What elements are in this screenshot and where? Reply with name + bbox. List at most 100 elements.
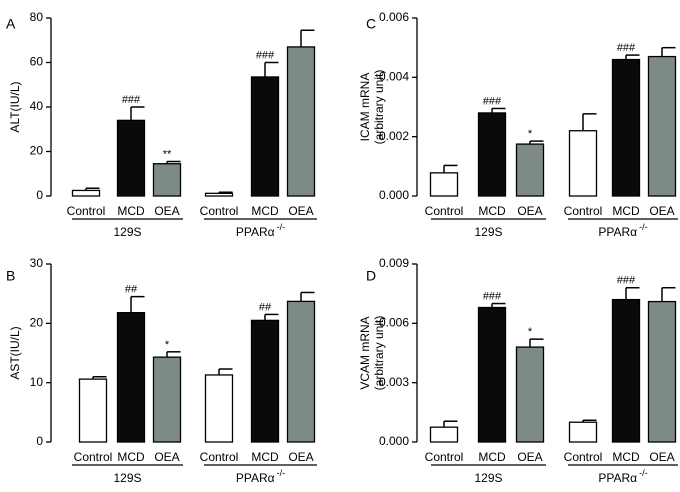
category-label: Control (200, 204, 239, 218)
group-name: 129S (474, 471, 502, 485)
y-tick-label: 0.009 (379, 256, 409, 270)
y-tick-label: 0.004 (379, 70, 409, 84)
group-label: 129S (113, 225, 141, 239)
significance-label: ## (125, 284, 138, 296)
group-superscript: -/- (639, 222, 648, 232)
bar-control (204, 192, 234, 197)
bar-mcd (477, 112, 507, 197)
bar-control (429, 172, 459, 197)
group-superscript: -/- (277, 468, 286, 478)
panel-letter: B (6, 267, 15, 283)
group-name: PPARα (598, 471, 637, 485)
category-label: OEA (154, 204, 179, 218)
panel-letter: C (366, 15, 376, 31)
bar-oea (286, 300, 316, 443)
y-tick-label: 0.006 (379, 316, 409, 330)
chart-panel-b: B0102030AST(IU/L)Control##MCD*OEA129SCon… (6, 256, 317, 485)
y-tick-label: 10 (30, 375, 44, 389)
significance-label: ### (483, 291, 502, 303)
group-label: PPARα -/- (598, 468, 647, 485)
group-label: PPARα -/- (598, 222, 647, 239)
group-label: 129S (474, 225, 502, 239)
group-name: 129S (474, 225, 502, 239)
bar-oea (152, 163, 182, 197)
panel-letter: A (6, 15, 16, 31)
category-label: MCD (251, 204, 279, 218)
bar-oea (515, 346, 545, 443)
bar-control (568, 130, 598, 197)
bar-oea (647, 300, 677, 443)
y-axis-title: VCAM mRNA (358, 316, 372, 389)
bar-control (429, 426, 459, 443)
category-label: Control (425, 450, 464, 464)
bar-mcd (611, 298, 641, 443)
y-axis-subtitle: (arbitrary unit) (372, 70, 386, 145)
bar-oea (515, 143, 545, 197)
group-name: 129S (113, 471, 141, 485)
y-axis-title: ALT(IU/L) (8, 81, 22, 132)
group-name: PPARα (236, 225, 275, 239)
category-label: MCD (117, 450, 145, 464)
significance-label: ### (256, 50, 275, 62)
category-label: MCD (251, 450, 279, 464)
group-label: 129S (474, 471, 502, 485)
category-label: OEA (154, 450, 179, 464)
y-tick-label: 0.000 (379, 188, 409, 202)
bar-mcd (116, 312, 146, 443)
significance-label: ### (122, 94, 141, 106)
significance-label: ** (163, 149, 172, 161)
y-tick-label: 0.006 (379, 10, 409, 24)
category-label: OEA (517, 204, 542, 218)
y-tick-label: 40 (30, 99, 44, 113)
y-tick-label: 0 (36, 188, 43, 202)
significance-label: ### (617, 275, 636, 287)
chart-panel-d: D 0.000 0.003 0.006 0.009 VCAM mRNA (arbitrary… (358, 256, 678, 485)
category-label: OEA (288, 450, 313, 464)
y-tick-label: 20 (30, 144, 44, 158)
category-label: Control (200, 450, 239, 464)
bar-oea (286, 46, 316, 197)
category-label: MCD (612, 204, 640, 218)
panel-letter: D (366, 267, 376, 283)
y-axis-subtitle: (arbitrary unit) (372, 316, 386, 391)
category-label: MCD (478, 450, 506, 464)
category-label: Control (564, 204, 603, 218)
y-tick-label: 60 (30, 55, 44, 69)
group-name: PPARα (236, 471, 275, 485)
significance-label: * (165, 339, 170, 351)
category-label: Control (67, 204, 106, 218)
bar-mcd (116, 119, 146, 197)
category-label: OEA (649, 204, 674, 218)
group-label: PPARα -/- (236, 468, 285, 485)
group-label: PPARα -/- (236, 222, 285, 239)
category-label: OEA (649, 450, 674, 464)
group-superscript: -/- (277, 222, 286, 232)
category-label: MCD (478, 204, 506, 218)
significance-label: * (528, 128, 533, 140)
y-tick-label: 0.003 (379, 375, 409, 389)
y-axis-title: AST(IU/L) (8, 326, 22, 379)
y-axis-title: ICAM mRNA (358, 73, 372, 142)
bar-control (568, 421, 598, 443)
bar-oea (647, 55, 677, 197)
category-label: Control (564, 450, 603, 464)
category-label: OEA (288, 204, 313, 218)
bar-mcd (250, 319, 280, 443)
y-tick-label: 80 (30, 10, 44, 24)
chart-panel-c: C 0.000 0.002 0.004 0.006 ICAM mRNA (arbitrary… (358, 10, 678, 239)
bar-mcd (611, 58, 641, 197)
category-label: MCD (117, 204, 145, 218)
significance-label: ### (617, 42, 636, 54)
y-tick-label: 30 (30, 256, 44, 270)
y-tick-label: 0.000 (379, 434, 409, 448)
category-label: Control (74, 450, 113, 464)
chart-panel-a: A 0 20 40 60 80 ALT(IU/L) Control ### MCD ** OEA 129… (6, 10, 317, 239)
significance-label: ## (259, 301, 272, 313)
significance-label: * (528, 326, 533, 338)
bar-control (204, 374, 234, 443)
y-tick-label: 20 (30, 316, 44, 330)
category-label: MCD (612, 450, 640, 464)
group-superscript: -/- (639, 468, 648, 478)
